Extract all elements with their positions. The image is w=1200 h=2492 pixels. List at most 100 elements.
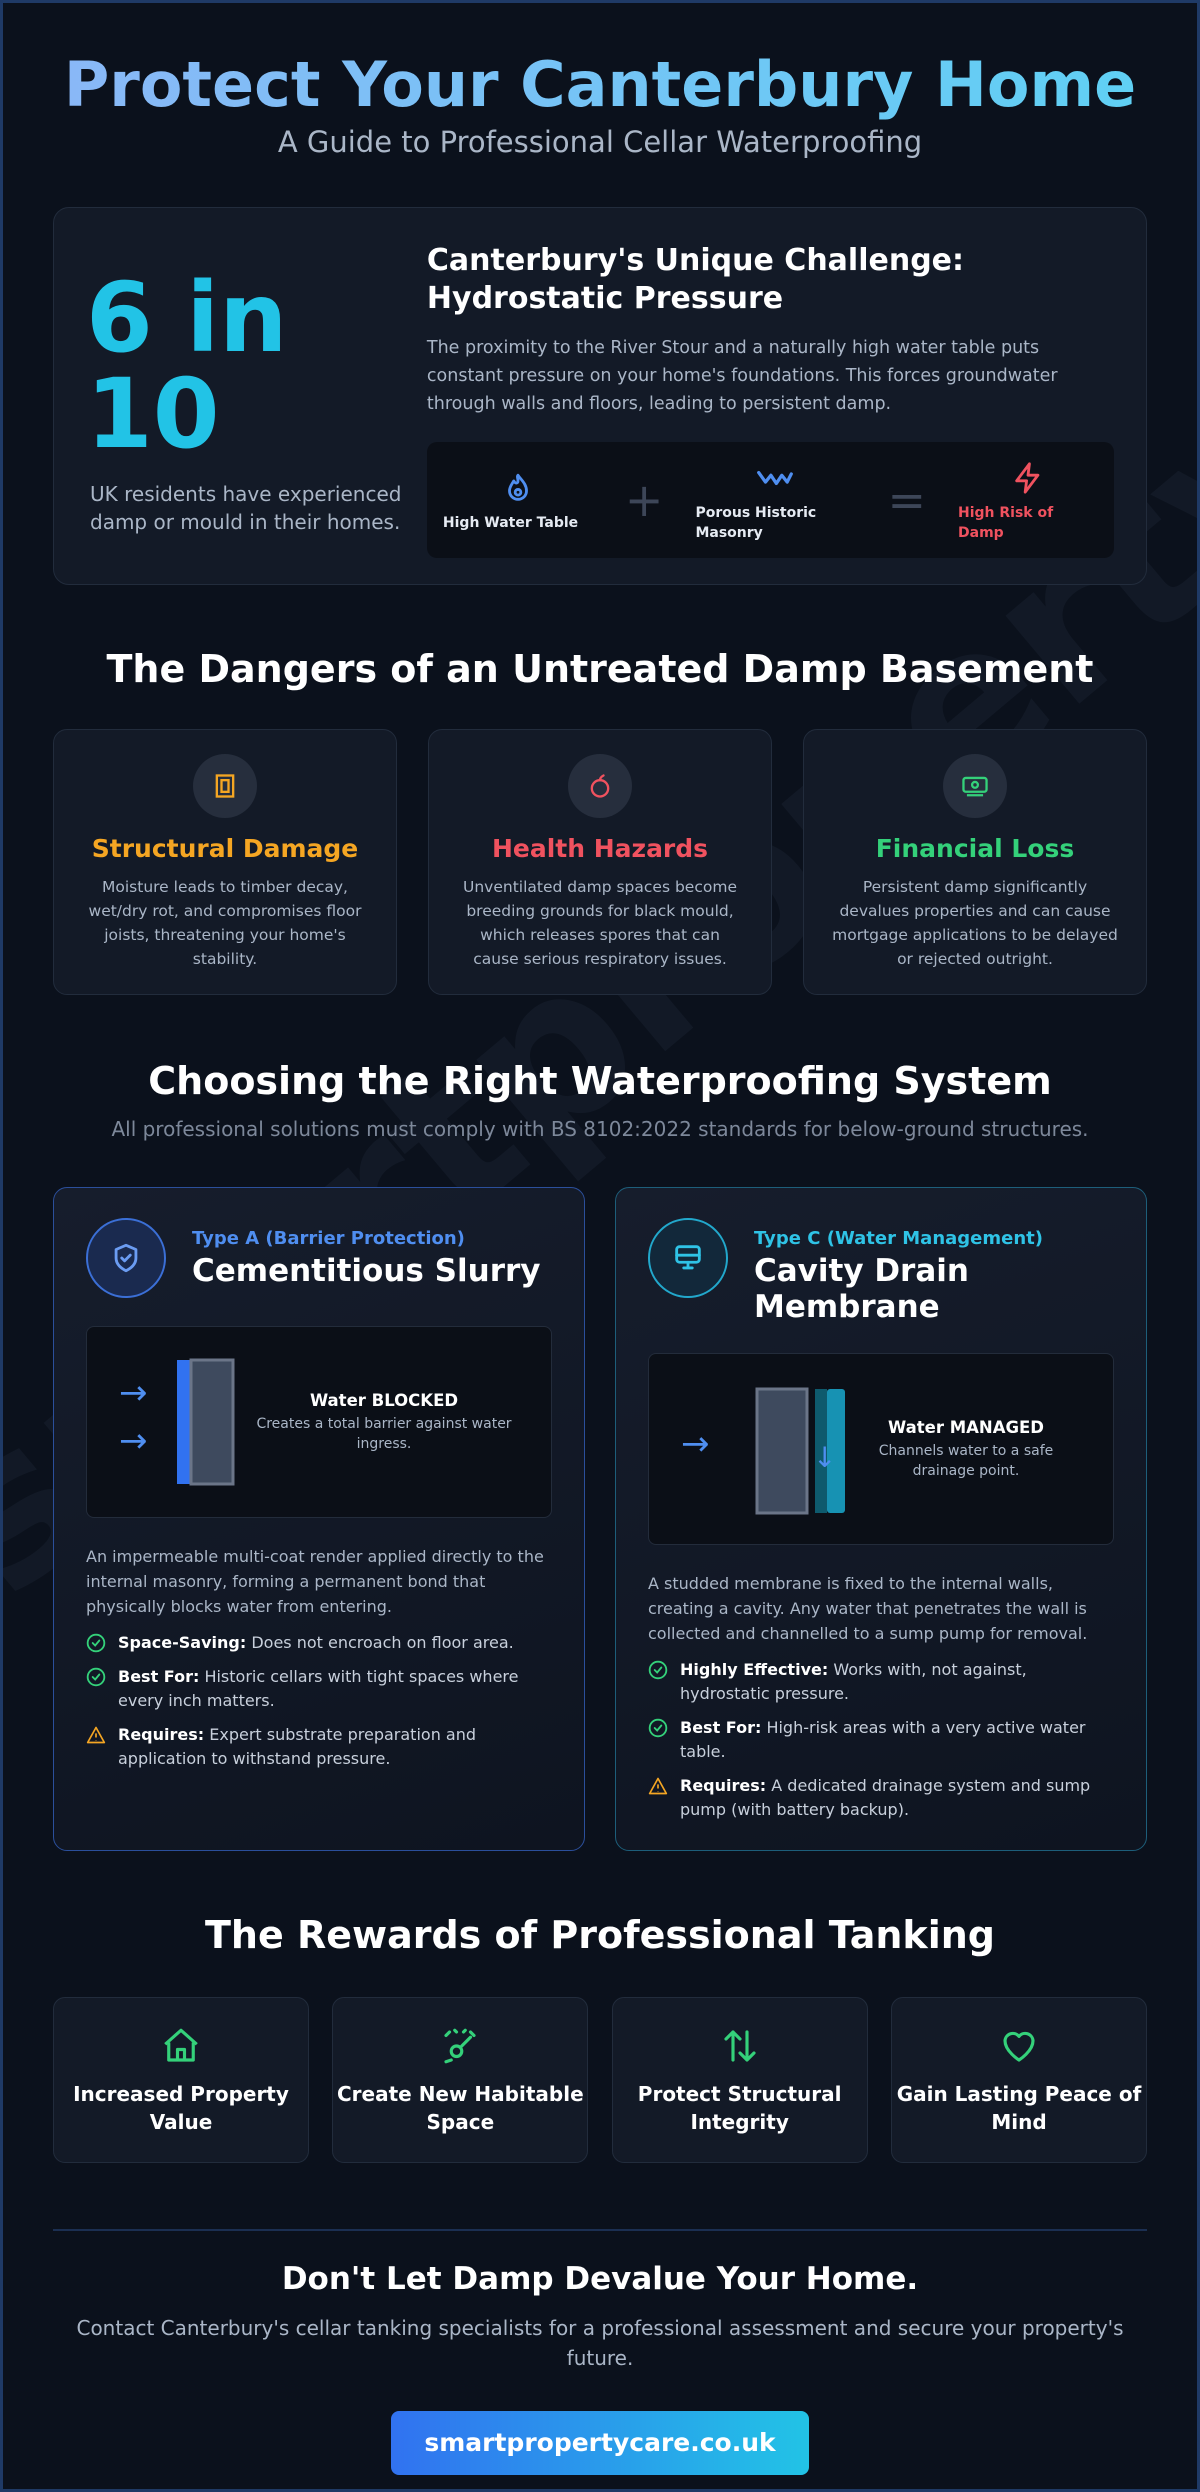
dangers-list: Structural Damage Moisture leads to timb… xyxy=(53,729,1147,995)
svg-text:→: → xyxy=(119,1373,148,1413)
danger-title: Structural Damage xyxy=(91,834,359,863)
feature-text: High-risk areas with a very active water… xyxy=(680,1718,1086,1761)
feature-text: Does not encroach on floor area. xyxy=(251,1633,514,1652)
equals-symbol: = xyxy=(887,473,926,527)
feature-item: Best For: Historic cellars with tight sp… xyxy=(86,1665,552,1713)
stat-block: 6 in 10 UK residents have experienced da… xyxy=(86,242,427,550)
equation-result: High Risk of Damp xyxy=(958,505,1054,541)
danger-title: Health Hazards xyxy=(491,834,709,863)
challenge-block: Canterbury's Unique Challenge: Hydrostat… xyxy=(426,242,1114,558)
membrane-diagram: → ↓ Water MANAGED Channels water to a sa… xyxy=(648,1353,1114,1545)
equation-label: Porous Historic Masonry xyxy=(695,505,817,541)
systems-title: Choosing the Right Waterproofing System xyxy=(148,1059,1052,1103)
footer-text: Contact Canterbury's cellar tanking spec… xyxy=(76,2316,1124,2370)
equation-item-masonry: Porous Historic Masonry xyxy=(695,457,855,543)
danger-description: Unventilated damp spaces become breeding… xyxy=(463,878,737,968)
divider xyxy=(53,2229,1147,2231)
danger-description: Persistent damp significantly devalues p… xyxy=(832,878,1118,968)
diagram-title: Water MANAGED xyxy=(888,1417,1044,1437)
diagram-subtitle: Creates a total barrier against water in… xyxy=(256,1415,512,1452)
sparkle-icon xyxy=(333,2024,587,2068)
reward-label: Create New Habitable Space xyxy=(337,2082,584,2134)
check-icon xyxy=(86,1665,108,1689)
check-icon xyxy=(86,1631,108,1655)
equation-item-water-table: High Water Table xyxy=(443,467,593,533)
reward-card: Protect Structural Integrity xyxy=(611,1997,868,2163)
danger-description: Moisture leads to timber decay, wet/dry … xyxy=(88,878,362,968)
reward-card: Create New Habitable Space xyxy=(332,1997,589,2163)
check-icon xyxy=(648,1716,670,1740)
risk-equation: High Water Table + Porous Historic Mason… xyxy=(426,442,1114,558)
header: Protect Your Canterbury Home A Guide to … xyxy=(53,3,1147,160)
feature-list: Highly Effective: Works with, not agains… xyxy=(648,1658,1114,1822)
reward-card: Increased Property Value xyxy=(53,1997,309,2163)
reward-card: Gain Lasting Peace of Mind xyxy=(890,1997,1147,2163)
feature-label: Requires: xyxy=(680,1776,767,1795)
feature-item: Best For: High-risk areas with a very ac… xyxy=(648,1716,1114,1764)
system-name: Cavity Drain Membrane xyxy=(754,1253,969,1325)
reward-label: Protect Structural Integrity xyxy=(637,2082,842,2134)
system-type: Type A (Barrier Protection) xyxy=(192,1228,465,1249)
system-name: Cementitious Slurry xyxy=(192,1253,541,1289)
stat-text: UK residents have experienced damp or mo… xyxy=(90,482,402,534)
feature-text: A dedicated drainage system and sump pum… xyxy=(680,1776,1091,1819)
system-description: An impermeable multi-coat render applied… xyxy=(86,1547,544,1616)
check-icon xyxy=(648,1658,670,1682)
shield-check-icon xyxy=(86,1218,166,1298)
challenge-description: The proximity to the River Stour and a n… xyxy=(426,338,1058,414)
monitor-icon xyxy=(648,1218,728,1298)
feature-item: Space-Saving: Does not encroach on floor… xyxy=(86,1631,552,1655)
feature-text: Historic cellars with tight spaces where… xyxy=(118,1667,519,1710)
reward-label: Gain Lasting Peace of Mind xyxy=(896,2082,1142,2134)
page-subtitle: A Guide to Professional Cellar Waterproo… xyxy=(277,125,923,159)
feature-label: Highly Effective: xyxy=(680,1660,829,1679)
system-card-type-a: Type A (Barrier Protection) Cementitious… xyxy=(53,1187,585,1851)
arrows-icon xyxy=(613,2024,867,2068)
feature-label: Best For: xyxy=(680,1718,762,1737)
door-frame-icon xyxy=(193,754,257,818)
masonry-icon xyxy=(756,457,794,499)
dangers-title: The Dangers of an Untreated Damp Basemen… xyxy=(106,647,1094,691)
house-icon xyxy=(54,2024,308,2068)
page-title: Protect Your Canterbury Home xyxy=(53,49,1147,121)
stat-value: 6 in 10 xyxy=(86,262,288,470)
money-icon xyxy=(943,754,1007,818)
svg-text:↓: ↓ xyxy=(813,1441,836,1474)
system-card-type-c: Type C (Water Management) Cavity Drain M… xyxy=(615,1187,1147,1851)
feature-item: Requires: Expert substrate preparation a… xyxy=(86,1723,552,1771)
heart-icon xyxy=(892,2024,1146,2068)
feature-label: Requires: xyxy=(118,1725,205,1744)
barrier-diagram: → → Water BLOCKED Creates a total barrie… xyxy=(86,1326,552,1518)
challenge-title: Canterbury's Unique Challenge: Hydrostat… xyxy=(426,243,965,316)
feature-text: Works with, not against, hydrostatic pre… xyxy=(680,1660,1027,1703)
website-cta-button[interactable]: smartpropertycare.co.uk xyxy=(391,2411,809,2475)
warning-icon xyxy=(648,1774,670,1798)
svg-text:→: → xyxy=(681,1424,710,1464)
warning-icon xyxy=(86,1723,108,1747)
svg-text:→: → xyxy=(119,1421,148,1461)
feature-item: Requires: A dedicated drainage system an… xyxy=(648,1774,1114,1822)
footer-title: Don't Let Damp Devalue Your Home. xyxy=(281,2261,919,2297)
danger-card-structural: Structural Damage Moisture leads to timb… xyxy=(53,729,397,995)
feature-list: Space-Saving: Does not encroach on floor… xyxy=(86,1631,552,1771)
system-description: A studded membrane is fixed to the inter… xyxy=(648,1574,1088,1643)
system-type: Type C (Water Management) xyxy=(754,1228,1043,1249)
reward-label: Increased Property Value xyxy=(73,2082,289,2134)
intro-card: 6 in 10 UK residents have experienced da… xyxy=(53,207,1147,585)
systems-subtitle: All professional solutions must comply w… xyxy=(111,1117,1089,1141)
systems-comparison: Type A (Barrier Protection) Cementitious… xyxy=(53,1187,1147,1851)
rewards-title: The Rewards of Professional Tanking xyxy=(204,1913,995,1957)
equation-item-risk: High Risk of Damp xyxy=(958,457,1098,543)
plus-symbol: + xyxy=(624,473,664,527)
lightning-icon xyxy=(1011,457,1045,499)
feature-item: Highly Effective: Works with, not agains… xyxy=(648,1658,1114,1706)
diagram-title: Water BLOCKED xyxy=(309,1390,459,1410)
feature-label: Best For: xyxy=(118,1667,200,1686)
membrane-illustration: → ↓ xyxy=(681,1387,845,1515)
feature-label: Space-Saving: xyxy=(118,1633,247,1652)
water-drop-icon xyxy=(501,467,535,509)
danger-card-health: Health Hazards Unventilated damp spaces … xyxy=(428,729,772,995)
spore-icon xyxy=(568,754,632,818)
rewards-list: Increased Property Value Create New Habi… xyxy=(53,1997,1147,2163)
